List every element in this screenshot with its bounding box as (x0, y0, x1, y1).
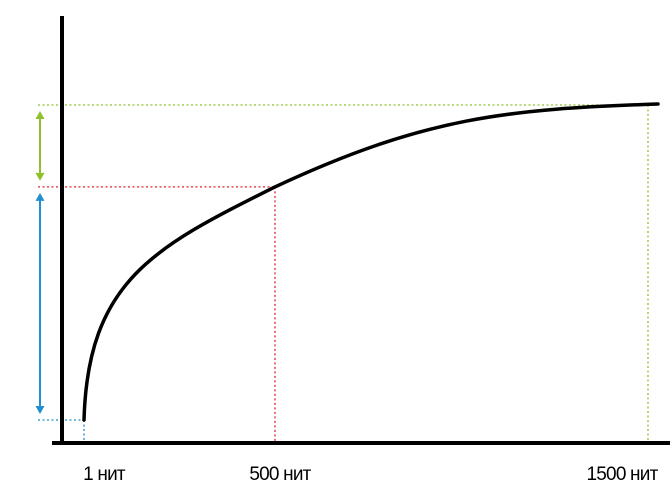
curve-series (82, 102, 660, 422)
range-arrow-high (35, 111, 45, 181)
x-tick-label-1: 1 нит (83, 464, 126, 485)
x-tick-label-1500: 1500 нит (587, 464, 659, 485)
range-arrow-low (35, 192, 45, 414)
x-tick-label-500: 500 нит (249, 464, 311, 485)
